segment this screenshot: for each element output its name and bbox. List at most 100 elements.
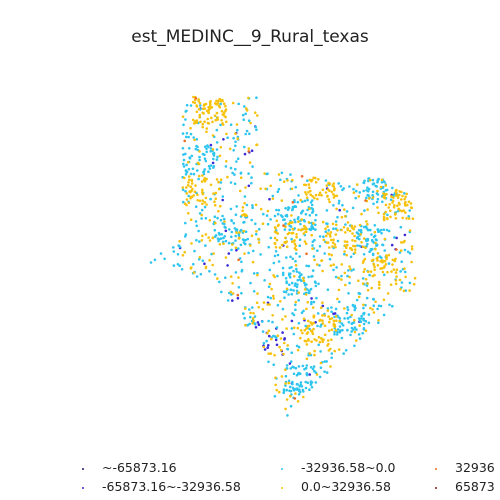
data-point	[257, 227, 261, 231]
data-point	[172, 250, 176, 253]
data-point	[209, 143, 213, 147]
data-point	[318, 340, 322, 344]
data-point	[296, 283, 299, 286]
data-point	[213, 215, 217, 218]
data-point	[336, 328, 340, 331]
data-point	[296, 348, 300, 352]
data-point	[217, 104, 221, 107]
data-point	[360, 212, 363, 216]
data-point	[338, 300, 341, 304]
data-point	[407, 215, 411, 218]
data-point	[284, 382, 287, 385]
data-point	[408, 289, 411, 292]
data-point	[265, 172, 268, 176]
data-point	[366, 190, 370, 193]
data-point	[325, 184, 329, 187]
data-point	[197, 174, 201, 178]
data-point	[219, 181, 223, 184]
data-point	[303, 288, 307, 291]
data-point	[316, 249, 319, 252]
data-point	[180, 268, 184, 271]
data-point	[410, 206, 414, 210]
legend-label-5: 65873	[455, 479, 495, 494]
data-point	[362, 322, 366, 326]
data-point	[230, 248, 233, 252]
data-point	[247, 147, 251, 150]
data-point	[210, 252, 213, 256]
data-point	[212, 252, 215, 255]
data-point	[217, 209, 220, 213]
data-point	[341, 203, 344, 207]
data-point	[347, 292, 350, 295]
data-point	[394, 271, 398, 274]
data-point	[304, 386, 308, 390]
data-point	[403, 192, 406, 195]
data-point	[326, 232, 330, 235]
data-point	[332, 227, 335, 230]
data-point	[292, 205, 296, 209]
data-point	[197, 258, 201, 261]
data-point	[300, 210, 304, 214]
data-point	[172, 264, 176, 267]
data-point	[382, 298, 386, 302]
data-point	[192, 95, 195, 99]
data-point	[276, 190, 280, 193]
data-point	[261, 320, 264, 323]
data-point	[309, 201, 313, 204]
data-point	[248, 322, 251, 326]
data-point	[241, 209, 244, 213]
data-point	[297, 291, 301, 294]
data-point	[316, 312, 320, 315]
data-point	[295, 289, 299, 293]
data-point	[201, 259, 205, 263]
data-point	[388, 303, 391, 307]
data-point	[202, 112, 205, 115]
data-point	[207, 164, 211, 168]
data-point	[319, 337, 323, 340]
data-point	[197, 98, 200, 101]
data-point	[362, 312, 366, 316]
data-point	[221, 198, 224, 202]
data-point	[358, 223, 362, 227]
data-point	[194, 205, 198, 208]
data-point	[223, 111, 226, 114]
data-point	[285, 256, 288, 259]
data-point	[245, 109, 249, 112]
data-point	[321, 340, 325, 344]
data-point	[212, 157, 215, 161]
data-point	[338, 208, 342, 212]
data-point	[274, 250, 278, 253]
data-point	[280, 171, 284, 175]
data-point	[321, 269, 324, 273]
data-point	[380, 256, 383, 260]
data-point	[201, 152, 205, 156]
data-point	[339, 329, 342, 333]
data-point	[240, 260, 243, 264]
data-point	[310, 329, 313, 333]
data-point	[410, 245, 414, 248]
data-point	[234, 213, 238, 216]
data-point	[376, 206, 379, 209]
data-point	[190, 182, 194, 185]
data-point	[361, 282, 365, 285]
data-point	[217, 187, 221, 191]
data-point	[402, 209, 406, 212]
data-point	[311, 244, 314, 247]
data-point	[346, 227, 350, 230]
data-point	[346, 221, 350, 224]
data-point	[398, 278, 402, 282]
data-point	[320, 259, 324, 262]
data-point	[308, 327, 311, 331]
data-point	[224, 256, 228, 259]
data-point	[230, 219, 233, 223]
data-point	[290, 281, 294, 285]
data-point	[191, 167, 195, 171]
data-point	[299, 222, 302, 226]
data-point	[350, 322, 354, 326]
data-point	[305, 373, 309, 377]
data-point	[371, 196, 375, 199]
data-point	[195, 224, 198, 228]
data-point	[195, 104, 198, 107]
data-point	[385, 228, 389, 232]
data-point	[286, 347, 289, 351]
